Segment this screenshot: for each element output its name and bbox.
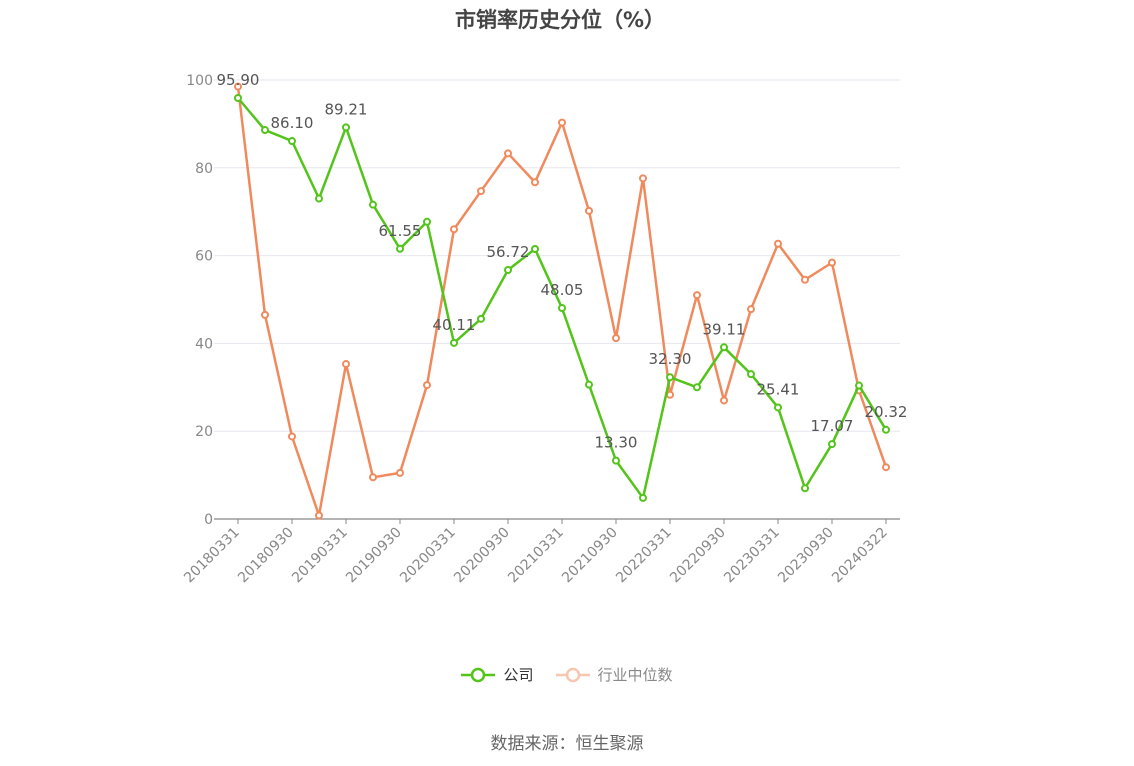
data-point-industry	[801, 275, 809, 284]
data-point-company	[882, 425, 890, 434]
data-point-company	[801, 484, 809, 493]
chart-title: 市销率历史分位（%）	[454, 8, 666, 32]
data-point-company	[585, 380, 593, 389]
legend: 公司 行业中位数	[0, 664, 1134, 685]
data-label-company: 89.21	[325, 100, 368, 118]
x-tick-label: 20230331	[721, 525, 783, 587]
data-point-company	[450, 338, 458, 347]
data-point-company	[720, 343, 728, 352]
data-point-industry	[423, 381, 431, 390]
data-source: 数据来源：恒生聚源	[490, 734, 644, 754]
data-label-company: 32.30	[649, 350, 692, 368]
x-tick-label: 20210331	[505, 525, 567, 587]
data-point-company	[261, 126, 269, 135]
data-point-company	[639, 493, 647, 502]
data-point-company	[747, 370, 755, 379]
x-tick-label: 20200930	[451, 525, 513, 587]
data-point-company	[855, 381, 863, 390]
data-point-industry	[315, 511, 323, 520]
data-point-industry	[882, 463, 890, 472]
line-chart: 0 20 40 60 80 100 2018033120180930201903312019…	[181, 71, 908, 587]
data-point-industry	[477, 187, 485, 196]
data-label-company: 61.55	[379, 222, 422, 240]
legend-item-industry[interactable]: 行业中位数	[555, 664, 673, 685]
data-point-industry	[747, 305, 755, 314]
data-label-company: 56.72	[487, 243, 530, 261]
data-point-industry	[504, 149, 512, 158]
x-tick-label: 20190331	[289, 525, 351, 587]
data-label-company: 48.05	[541, 281, 584, 299]
x-tick-label: 20180331	[181, 525, 243, 587]
series-line-industry	[236, 86, 888, 517]
data-point-company	[774, 403, 782, 412]
data-point-company	[477, 314, 485, 323]
data-point-industry	[288, 432, 296, 441]
data-point-company	[396, 244, 404, 253]
data-point-company	[828, 440, 836, 449]
data-point-company	[423, 217, 431, 226]
legend-label-company: 公司	[503, 666, 534, 684]
data-point-company	[288, 137, 296, 146]
x-tick-label: 20210930	[559, 525, 621, 587]
data-point-company	[342, 123, 350, 132]
data-label-company: 25.41	[757, 380, 800, 398]
y-tick-label: 80	[195, 161, 213, 177]
data-point-industry	[693, 291, 701, 300]
data-label-company: 20.32	[865, 403, 908, 421]
x-tick-label: 20220331	[613, 525, 675, 587]
data-point-industry	[342, 360, 350, 369]
x-tick-label: 20200331	[397, 525, 459, 587]
y-tick-label: 40	[195, 336, 213, 352]
data-point-industry	[369, 473, 377, 482]
x-tick-label: 20240322	[829, 525, 891, 587]
data-point-industry	[612, 334, 620, 343]
x-tick-label: 20220930	[667, 525, 729, 587]
legend-marker-industry-icon	[555, 667, 590, 682]
data-point-company	[558, 304, 566, 313]
data-point-industry	[720, 396, 728, 405]
data-point-industry	[261, 310, 269, 319]
y-tick-label: 60	[195, 249, 213, 265]
x-tick-label: 20230930	[775, 525, 837, 587]
data-point-industry	[828, 258, 836, 267]
data-point-industry	[774, 239, 782, 248]
data-label-company: 86.10	[271, 114, 314, 132]
data-point-industry	[234, 82, 242, 91]
data-point-industry	[531, 178, 539, 187]
y-tick-label: 20	[195, 424, 213, 440]
data-label-company: 13.30	[595, 434, 638, 452]
data-label-company: 95.90	[217, 71, 260, 89]
y-tick-label: 100	[186, 73, 213, 89]
data-label-company: 40.11	[433, 316, 476, 334]
legend-label-industry: 行业中位数	[597, 666, 673, 684]
data-point-industry	[639, 174, 647, 183]
legend-marker-company-icon	[461, 667, 496, 682]
data-point-company	[612, 456, 620, 465]
data-point-company	[693, 383, 701, 392]
data-point-industry	[450, 225, 458, 234]
data-point-industry	[585, 206, 593, 215]
data-label-company: 17.07	[811, 417, 854, 435]
data-point-company	[369, 200, 377, 209]
data-point-industry	[558, 118, 566, 127]
x-tick-label: 20190930	[343, 525, 405, 587]
y-tick-label: 0	[204, 512, 213, 528]
data-point-company	[531, 245, 539, 254]
data-point-industry	[666, 390, 674, 399]
data-point-industry	[396, 468, 404, 477]
legend-item-company[interactable]: 公司	[461, 664, 534, 685]
data-label-company: 39.11	[703, 320, 746, 338]
data-point-company	[504, 265, 512, 274]
data-point-company	[315, 194, 323, 203]
x-tick-label: 20180930	[235, 525, 297, 587]
data-point-company	[666, 373, 674, 382]
data-point-company	[234, 93, 242, 102]
